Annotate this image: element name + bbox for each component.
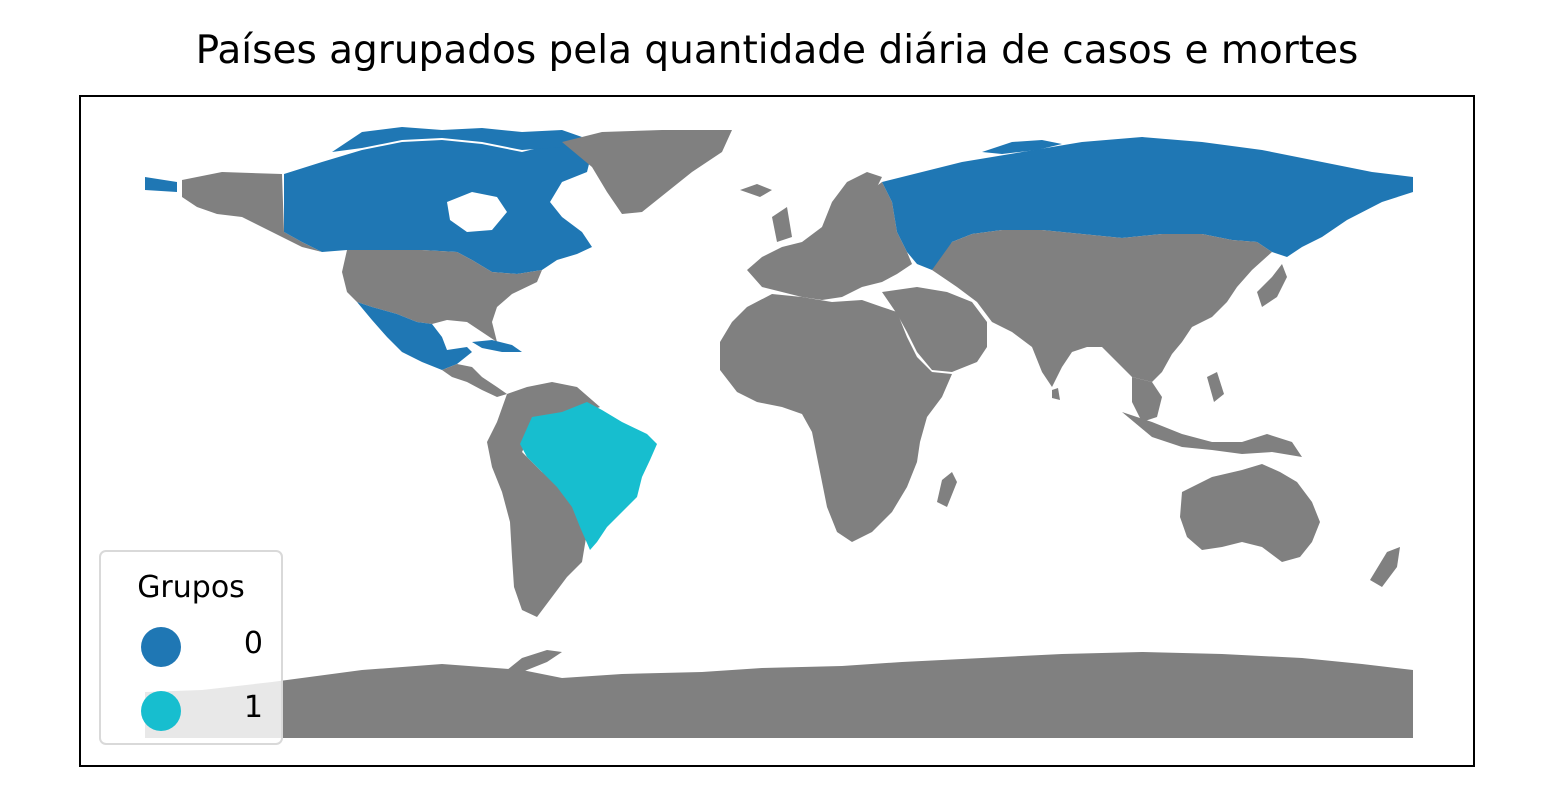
region-alaska [182, 172, 322, 252]
region-cuba [472, 340, 522, 352]
region-new-zealand [1370, 547, 1400, 587]
legend-label-0: 0 [243, 626, 263, 661]
region-philippines [1207, 372, 1224, 402]
region-canada [284, 140, 592, 274]
legend-label-1: 1 [243, 690, 263, 725]
chart-title: Países agrupados pela quantidade diária … [195, 28, 1359, 73]
region-australia [1180, 464, 1320, 562]
region-usa [342, 250, 542, 342]
region-canada-arctic [332, 127, 582, 152]
region-asia [932, 230, 1272, 387]
legend-item-0: 0 [101, 622, 281, 667]
region-antarctic-peninsula [502, 650, 562, 674]
region-indochina [1132, 377, 1162, 422]
region-indonesia [1122, 412, 1302, 457]
region-brazil [520, 402, 657, 550]
legend-title: Grupos [137, 570, 245, 605]
region-hudson-bay [447, 192, 507, 232]
region-greenland [562, 130, 732, 214]
region-russia [882, 137, 1413, 270]
region-scandinavia [822, 172, 882, 227]
region-russia-arctic-isles [982, 140, 1062, 154]
region-chukotka-west [145, 177, 177, 192]
legend: Grupos 0 1 [99, 550, 283, 745]
region-sri-lanka [1052, 388, 1060, 400]
legend-swatch-1 [141, 691, 181, 731]
region-mexico [357, 302, 472, 370]
region-africa [720, 294, 952, 542]
world-map [145, 127, 1413, 738]
region-madagascar [937, 472, 957, 507]
region-uk [772, 207, 792, 242]
legend-item-1: 1 [101, 686, 281, 731]
legend-swatch-0 [141, 627, 181, 667]
region-antarctica [145, 652, 1413, 738]
map-frame [79, 95, 1475, 767]
region-iceland [740, 184, 772, 197]
region-japan [1257, 264, 1287, 307]
region-central-america [442, 364, 507, 397]
region-south-america [487, 382, 600, 617]
region-europe [747, 182, 912, 300]
region-middle-east [882, 287, 987, 372]
